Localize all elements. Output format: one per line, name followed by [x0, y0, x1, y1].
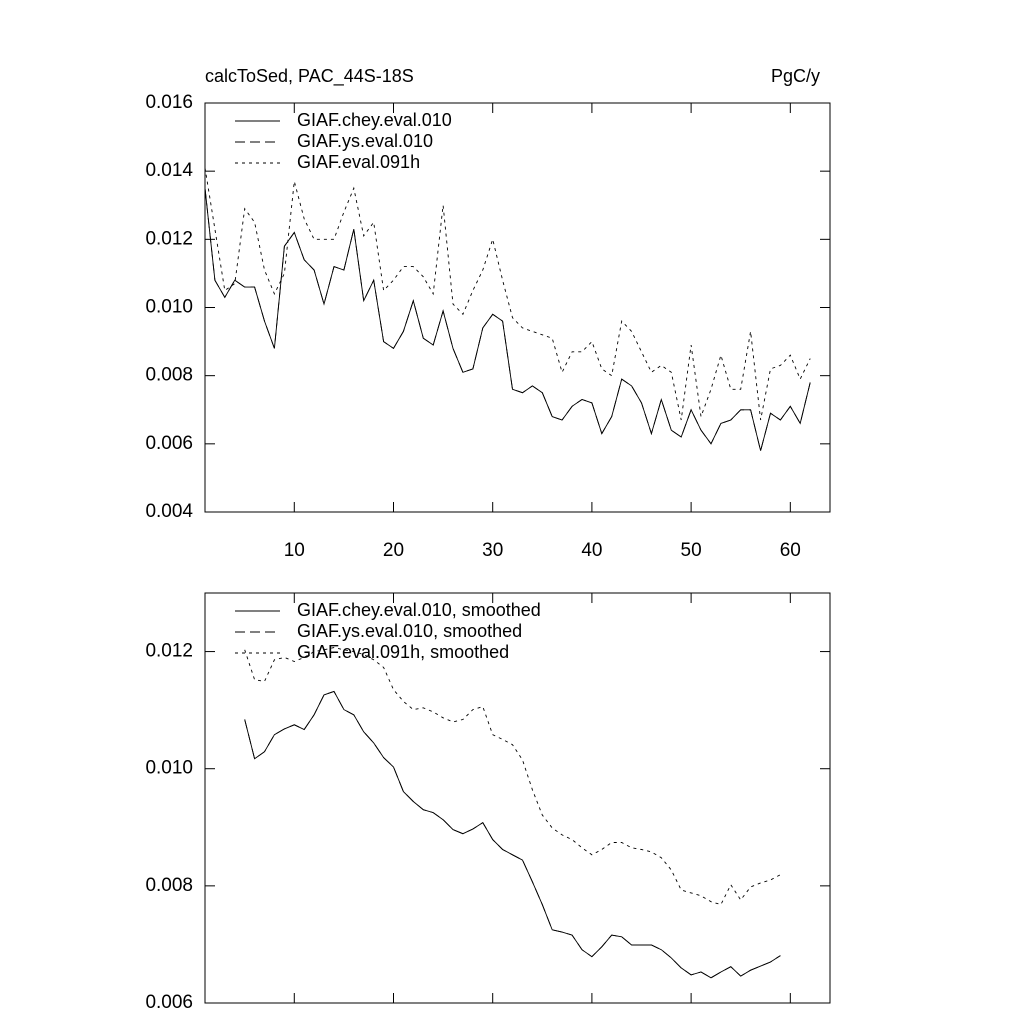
plot-frame [204, 592, 831, 1004]
x-tick-label: 20 [383, 540, 404, 561]
x-tick-label: 40 [581, 540, 602, 561]
y-tick-label: 0.010 [145, 297, 193, 318]
y-tick-label: 0.008 [145, 875, 193, 896]
series-line [244, 647, 781, 906]
x-tick-label: 60 [780, 540, 801, 561]
units-label: PgC/y [771, 66, 820, 86]
y-tick-label: 0.008 [145, 365, 193, 386]
y-tick-label: 0.010 [145, 758, 193, 779]
series-line [204, 188, 811, 451]
y-tick-label: 0.014 [145, 160, 193, 181]
legend-label: GIAF.eval.091h [297, 152, 420, 172]
y-tick-label: 0.006 [145, 992, 193, 1013]
x-tick-label: 50 [681, 540, 702, 561]
y-tick-label: 0.004 [145, 501, 193, 522]
y-tick-label: 0.012 [145, 228, 193, 249]
y-tick-label: 0.012 [145, 641, 193, 662]
plot-frame [204, 102, 831, 513]
y-tick-label: 0.006 [145, 433, 193, 454]
legend-label: GIAF.chey.eval.010 [297, 110, 452, 130]
legend-label: GIAF.ys.eval.010, smoothed [297, 621, 522, 641]
x-tick-label: 30 [482, 540, 503, 561]
chart-title: calcToSed, PAC_44S-18S [205, 66, 414, 87]
legend-label: GIAF.ys.eval.010 [297, 131, 433, 151]
legend-label: GIAF.eval.091h, smoothed [297, 642, 509, 662]
legend-label: GIAF.chey.eval.010, smoothed [297, 600, 541, 620]
series-line [244, 690, 781, 979]
y-tick-label: 0.016 [145, 92, 193, 113]
x-tick-label: 10 [284, 540, 305, 561]
